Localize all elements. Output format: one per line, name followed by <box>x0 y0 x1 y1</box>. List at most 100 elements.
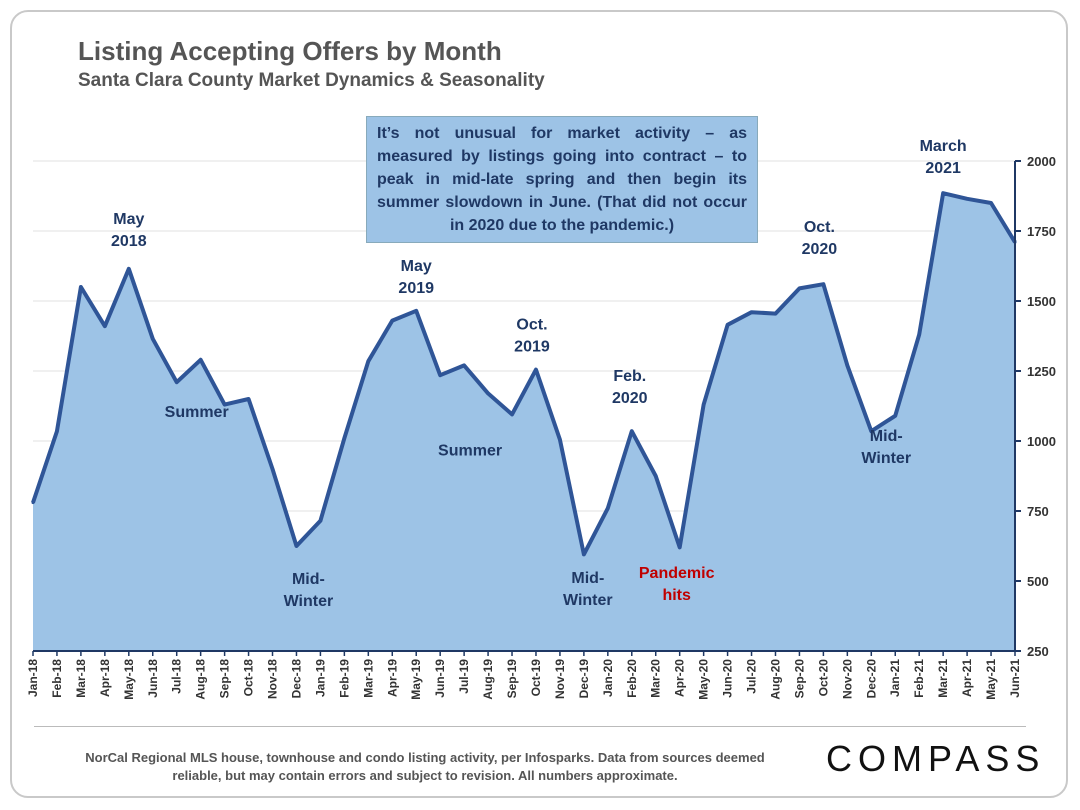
x-tick-label: May-21 <box>984 659 998 700</box>
data-point <box>462 363 466 367</box>
x-tick-label: Jul-18 <box>170 659 184 694</box>
data-point <box>726 323 730 327</box>
data-point <box>845 363 849 367</box>
data-point <box>342 436 346 440</box>
data-point <box>869 429 873 433</box>
x-tick-label: Jul-19 <box>457 659 471 694</box>
x-tick-label: Jan-21 <box>888 659 902 697</box>
annotation-label: Mid-Winter <box>284 571 334 610</box>
data-point <box>294 544 298 548</box>
data-point <box>989 201 993 205</box>
x-tick-label: Mar-18 <box>74 659 88 698</box>
annotation-label: Summer <box>438 442 502 459</box>
x-tick-label: May-19 <box>409 659 423 700</box>
x-tick-label: Jun-21 <box>1008 659 1022 698</box>
x-tick-label: Jan-18 <box>26 659 40 697</box>
data-point <box>821 282 825 286</box>
x-tick-label: Oct-19 <box>529 659 543 697</box>
data-point <box>534 368 538 372</box>
data-point <box>917 333 921 337</box>
x-tick-label: Mar-21 <box>936 659 950 698</box>
x-tick-label: Mar-20 <box>649 659 663 698</box>
y-tick-label: 1500 <box>1027 294 1056 309</box>
annotation-label: Summer <box>165 404 229 421</box>
x-tick-label: Mar-19 <box>361 659 375 698</box>
y-tick-label: 1750 <box>1027 224 1056 239</box>
data-point <box>271 467 275 471</box>
annotation-label: Oct. 2019 <box>514 317 550 356</box>
x-tick-label: Feb-19 <box>337 659 351 698</box>
x-tick-label: Sep-19 <box>505 659 519 699</box>
data-point <box>606 506 610 510</box>
data-point <box>414 309 418 313</box>
x-tick-label: Jan-19 <box>313 659 327 697</box>
data-point <box>366 359 370 363</box>
data-point <box>510 412 514 416</box>
data-point <box>654 474 658 478</box>
data-point <box>103 324 107 328</box>
data-point <box>702 403 706 407</box>
data-point <box>199 358 203 362</box>
x-tick-label: Sep-18 <box>218 659 232 699</box>
y-tick-label: 1250 <box>1027 364 1056 379</box>
data-point <box>390 319 394 323</box>
annotation-label: Mid-Winter <box>563 570 613 609</box>
data-point <box>151 337 155 341</box>
data-point <box>486 391 490 395</box>
data-point <box>893 414 897 418</box>
x-tick-label: May-18 <box>122 659 136 700</box>
data-point <box>630 429 634 433</box>
data-point <box>797 286 801 290</box>
x-tick-label: Dec-20 <box>864 659 878 699</box>
x-tick-label: Aug-19 <box>481 659 495 700</box>
y-tick-label: 1000 <box>1027 434 1056 449</box>
x-tick-label: Jun-20 <box>721 659 735 698</box>
annotation-label: Feb. 2020 <box>612 368 648 407</box>
data-point <box>438 373 442 377</box>
annotation-label: May 2019 <box>398 258 434 297</box>
annotation-label: March 2021 <box>920 138 967 177</box>
chart-title: Listing Accepting Offers by Month <box>78 36 502 66</box>
data-point <box>965 197 969 201</box>
data-point <box>31 501 35 505</box>
data-point <box>318 519 322 523</box>
x-tick-label: Apr-20 <box>673 659 687 697</box>
x-tick-label: Apr-19 <box>385 659 399 697</box>
data-point <box>223 403 227 407</box>
data-point <box>79 285 83 289</box>
data-point <box>127 267 131 271</box>
y-tick-label: 2000 <box>1027 154 1056 169</box>
data-point <box>941 191 945 195</box>
source-footnote: NorCal Regional MLS house, townhouse and… <box>85 750 765 783</box>
x-tick-label: Feb-21 <box>912 659 926 698</box>
x-tick-label: Oct-20 <box>816 659 830 697</box>
data-point <box>247 397 251 401</box>
data-point <box>678 545 682 549</box>
x-tick-label: Aug-18 <box>194 659 208 700</box>
data-point <box>175 380 179 384</box>
x-tick-label: Nov-19 <box>553 659 567 699</box>
series-line <box>31 191 1017 557</box>
x-tick-label: Oct-18 <box>242 659 256 697</box>
x-tick-label: Dec-19 <box>577 659 591 699</box>
x-tick-label: Sep-20 <box>792 659 806 699</box>
footer-divider <box>34 726 1026 727</box>
data-point <box>773 312 777 316</box>
x-tick-label: Apr-21 <box>960 659 974 697</box>
annotation-label: Mid-Winter <box>861 428 911 467</box>
y-tick-label: 500 <box>1027 574 1049 589</box>
x-tick-label: Dec-18 <box>289 659 303 699</box>
callout-box: It’s not unusual for market activity – a… <box>366 116 758 243</box>
x-tick-label: Nov-18 <box>266 659 280 699</box>
x-tick-label: Jan-20 <box>601 659 615 697</box>
x-tick-label: Feb-18 <box>50 659 64 698</box>
compass-logo: COMPASS <box>826 738 1046 779</box>
data-point <box>582 552 586 556</box>
data-point <box>750 310 754 314</box>
x-tick-label: Jun-19 <box>433 659 447 698</box>
annotation-label: Oct. 2020 <box>802 219 838 258</box>
data-point <box>55 429 59 433</box>
x-tick-label: Aug-20 <box>768 659 782 700</box>
area-fill <box>33 193 1015 651</box>
